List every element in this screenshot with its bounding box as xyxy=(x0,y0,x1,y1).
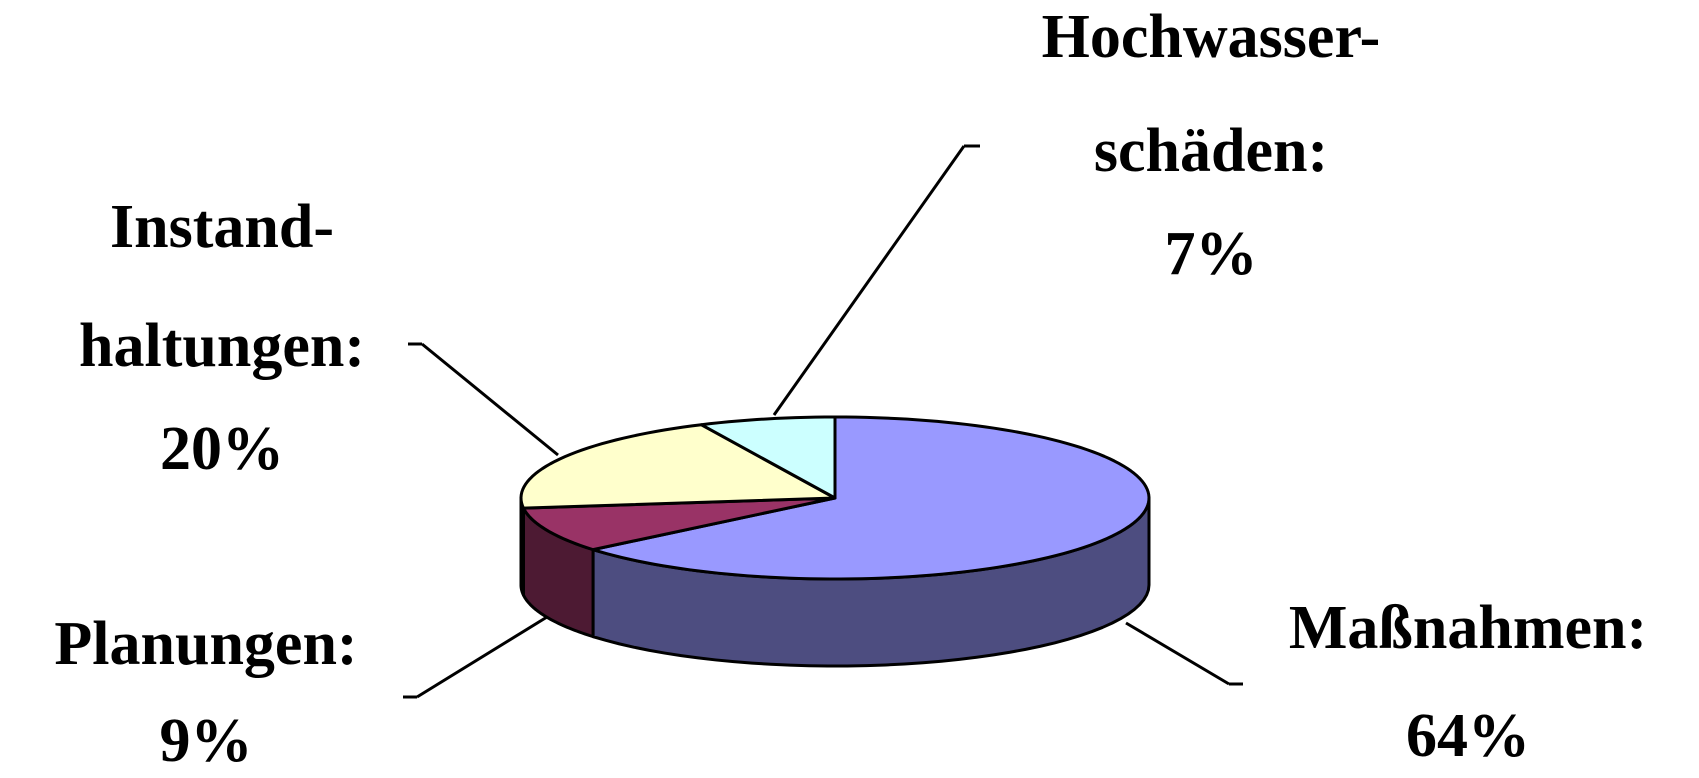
leader-line xyxy=(416,615,548,699)
value-label: 7% xyxy=(1165,220,1258,288)
category-label: haltungen: xyxy=(79,312,365,380)
pie-tops xyxy=(519,415,1151,581)
category-label: Planungen: xyxy=(54,610,357,678)
leader-line xyxy=(1125,621,1230,686)
pie-slice xyxy=(591,415,1151,581)
leader-line xyxy=(421,342,559,457)
pie-slice xyxy=(521,496,837,552)
pie-slice xyxy=(519,423,837,510)
value-label: 64% xyxy=(1406,702,1530,770)
pie-wall xyxy=(519,496,525,597)
category-label: Maßnahmen: xyxy=(1289,594,1647,662)
category-label: Hochwasser- xyxy=(1042,3,1381,71)
value-label: 20% xyxy=(160,415,284,483)
leader-line xyxy=(772,145,966,416)
pie-slice xyxy=(699,415,837,500)
value-label: 9% xyxy=(160,707,253,775)
labels: Maßnahmen: 64% Planungen: 9% Instand-haltung… xyxy=(54,3,1647,775)
category-label: schäden: xyxy=(1094,117,1328,185)
category-label: Instand- xyxy=(110,193,334,261)
leader-lines xyxy=(403,144,1243,699)
